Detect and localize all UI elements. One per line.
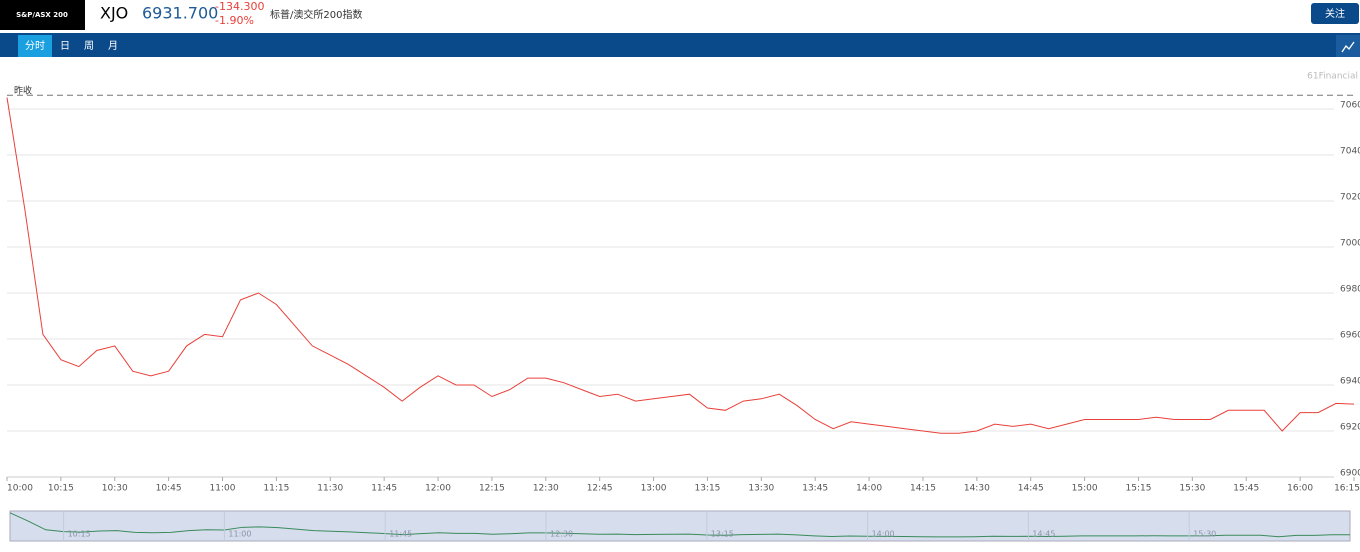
change-pct: -1.90% [215, 14, 254, 27]
navigator[interactable] [9, 510, 1351, 542]
chart-icon[interactable] [1336, 35, 1360, 57]
navigator-label: 13:15 [711, 530, 734, 539]
x-tick-label: 11:30 [317, 484, 343, 494]
x-tick-label: 14:30 [964, 484, 990, 494]
x-tick-label: 15:00 [1072, 484, 1098, 494]
tab[interactable]: 日 [60, 41, 70, 52]
x-tick-label: 12:30 [533, 484, 559, 494]
x-tick-label: 10:45 [156, 484, 182, 494]
y-tick-label: 7020 [1340, 193, 1360, 203]
chart-icon-glyph [1341, 41, 1355, 53]
change: -134.300 [215, 0, 264, 13]
x-tick-label: 11:15 [263, 484, 289, 494]
x-tick-label: 10:00 [7, 484, 33, 494]
x-tick-label: 12:45 [587, 484, 613, 494]
x-tick-label: 13:45 [802, 484, 828, 494]
symbol: XJO [100, 4, 128, 23]
y-tick-label: 6900 [1340, 469, 1360, 479]
tab[interactable]: 分时 [25, 40, 45, 52]
y-tick-label: 6960 [1340, 331, 1360, 341]
navigator-line [9, 512, 1351, 538]
y-tick-label: 7040 [1340, 147, 1360, 157]
x-tick-label: 14:15 [910, 484, 936, 494]
tab[interactable]: 月 [108, 40, 118, 52]
x-tick-label: 16:00 [1287, 484, 1313, 494]
x-tick-label: 13:00 [641, 484, 667, 494]
watermark: 61Financial [1307, 72, 1358, 82]
price: 6931.700 [142, 4, 218, 23]
follow-button[interactable] [1311, 3, 1359, 24]
navigator-label: 10:15 [68, 530, 91, 539]
navigator-label: 14:45 [1032, 530, 1055, 539]
x-tick-label: 14:45 [1018, 484, 1044, 494]
x-tick-label: 11:45 [371, 484, 397, 494]
y-tick-label: 7060 [1340, 101, 1360, 111]
y-tick-label: 6980 [1340, 285, 1360, 295]
y-tick-label: 7000 [1340, 239, 1360, 249]
y-tick-label: 6940 [1340, 377, 1360, 387]
x-tick-label: 13:30 [748, 484, 774, 494]
y-tick-label: 6920 [1340, 423, 1360, 433]
x-tick-label: 10:15 [48, 484, 74, 494]
x-tick-label: 10:30 [102, 484, 128, 494]
x-tick-label: 11:00 [210, 484, 236, 494]
index-name: 标普/澳交所200指数 [270, 8, 362, 21]
tab-active[interactable] [18, 35, 52, 57]
navigator-label: 11:45 [389, 530, 412, 539]
badge-bg [0, 0, 85, 30]
x-tick-label: 13:15 [694, 484, 720, 494]
x-tick-label: 12:00 [425, 484, 451, 494]
x-tick-label: 16:15 [1334, 484, 1360, 494]
price-line [6, 97, 1355, 434]
tab[interactable]: 周 [84, 40, 94, 52]
prev-close-label: 昨收 [14, 85, 32, 97]
navigator-label: 12:30 [550, 530, 573, 539]
navigator-label: 14:00 [872, 530, 895, 539]
x-tick-label: 15:15 [1126, 484, 1152, 494]
nav-bar [0, 33, 1360, 57]
x-tick-label: 15:30 [1179, 484, 1205, 494]
navigator-label: 11:00 [228, 530, 251, 539]
navigator-label: 15:30 [1193, 530, 1216, 539]
x-tick-label: 14:00 [856, 484, 882, 494]
follow-label[interactable]: 关注 [1325, 7, 1345, 20]
x-tick-label: 12:15 [479, 484, 505, 494]
badge: S&P/ASX 200 [16, 11, 68, 19]
x-tick-label: 15:45 [1233, 484, 1259, 494]
